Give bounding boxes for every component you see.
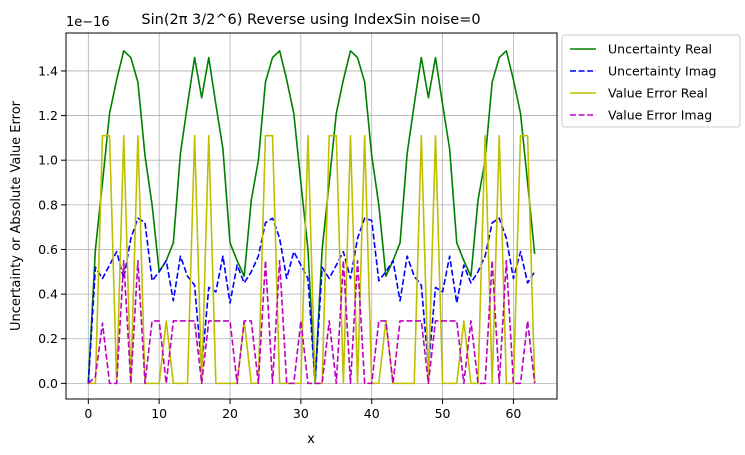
legend-entry-label: Value Error Imag <box>608 108 712 123</box>
x-tick-label: 30 <box>293 406 309 421</box>
chart-title: Sin(2π 3/2^6) Reverse using IndexSin noi… <box>141 12 480 28</box>
y-axis-label: Uncertainty or Absolute Value Error <box>9 100 24 331</box>
legend-entry-label: Uncertainty Imag <box>608 64 716 79</box>
x-axis-ticks: 0 10 20 30 40 50 60 <box>84 399 521 421</box>
series-line-uncertainty-real <box>87 50 536 385</box>
series-line-uncertainty-imag <box>87 217 536 385</box>
legend: Uncertainty Real Uncertainty Imag Value Er… <box>561 34 741 128</box>
y-tick-label: 0.6 <box>38 242 58 257</box>
y-axis-ticks: 0.0 0.2 0.4 0.6 0.8 1.0 1.2 1.4 <box>38 63 66 391</box>
legend-entry-label: Value Error Real <box>608 86 708 101</box>
x-tick-label: 60 <box>505 406 521 421</box>
y-tick-label: 1.4 <box>38 63 58 78</box>
x-tick-label: 0 <box>84 406 92 421</box>
legend-entry-label: Uncertainty Real <box>608 42 712 57</box>
x-tick-label: 50 <box>435 406 451 421</box>
x-tick-label: 20 <box>222 406 238 421</box>
series-line-value-error-imag <box>87 259 536 385</box>
x-tick-label: 10 <box>151 406 167 421</box>
y-tick-label: 0.0 <box>38 376 58 391</box>
y-axis-offset-label: 1e−16 <box>66 15 110 30</box>
legend-box <box>561 34 741 128</box>
y-tick-label: 1.0 <box>38 153 58 168</box>
x-axis-label: x <box>307 432 315 447</box>
series-layer <box>87 50 536 385</box>
y-tick-label: 0.8 <box>38 197 58 212</box>
x-tick-label: 40 <box>364 406 380 421</box>
plot-frame <box>65 32 558 400</box>
y-tick-label: 0.2 <box>38 331 58 346</box>
y-tick-label: 0.4 <box>38 287 58 302</box>
y-tick-label: 1.2 <box>38 108 58 123</box>
